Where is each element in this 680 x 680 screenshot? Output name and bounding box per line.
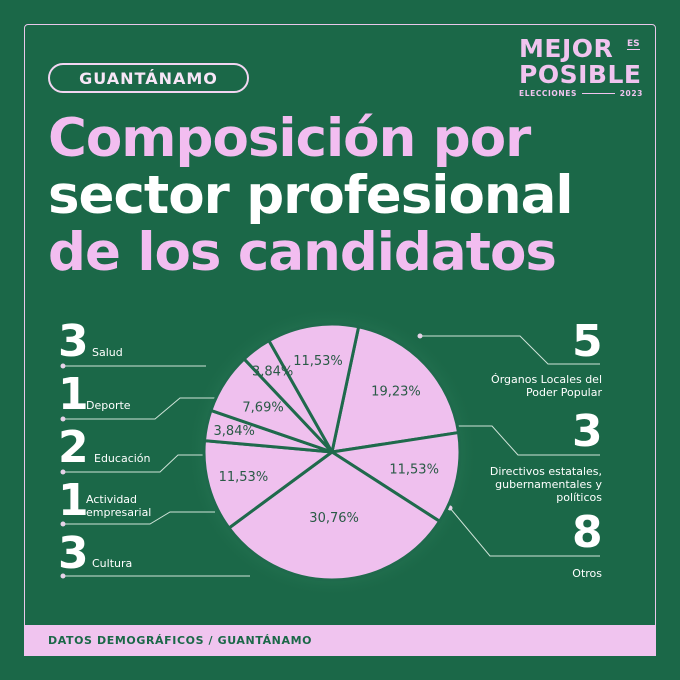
count-salud: 3 bbox=[58, 316, 89, 367]
count-cultura: 3 bbox=[58, 528, 89, 579]
page-title: Composición por sector profesional de lo… bbox=[48, 110, 648, 281]
count-directivos: 3 bbox=[572, 406, 603, 457]
category-cultura: Cultura bbox=[92, 557, 133, 570]
pie-label-otros: 30,76% bbox=[309, 511, 359, 526]
pie-label-educacion: 7,69% bbox=[242, 401, 283, 416]
pie-label-directivos-estatales-gubernamentales-y-politicos: 11,53% bbox=[389, 463, 439, 478]
category-organos: Órganos Locales del Poder Popular bbox=[491, 373, 602, 399]
pie-slice-cultura bbox=[202, 439, 334, 530]
brand-logo: MEJOR ES POSIBLE ELECCIONES 2023 bbox=[519, 34, 649, 99]
pie-slice-otros bbox=[227, 450, 442, 582]
footer-label: DATOS DEMOGRÁFICOS / GUANTÁNAMO bbox=[48, 634, 313, 647]
count-educacion: 2 bbox=[58, 422, 89, 473]
leader-line-directivos bbox=[450, 425, 600, 456]
region-label: GUANTÁNAMO bbox=[79, 68, 218, 88]
title-line-1: Composición por bbox=[48, 108, 531, 169]
pie-slices bbox=[202, 322, 462, 582]
brand-word-posible: POSIBLE bbox=[519, 60, 642, 89]
brand-elecciones-label: ELECCIONES bbox=[519, 89, 578, 98]
pie-slice-salud bbox=[267, 322, 361, 454]
leader-line-otros bbox=[449, 507, 600, 557]
leader-dot-salud bbox=[60, 363, 66, 369]
brand-rule bbox=[582, 93, 615, 94]
pie-label-cultura: 11,53% bbox=[219, 470, 269, 485]
leader-lines bbox=[60, 333, 600, 579]
category-directivos: Directivos estatales, gubernamentales y … bbox=[489, 465, 602, 504]
footer-bar: DATOS DEMOGRÁFICOS / GUANTÁNAMO bbox=[24, 625, 656, 656]
pie-label-actividad-empresarial: 3,84% bbox=[214, 424, 255, 439]
pie-percent-labels: 19,23%11,53%30,76%11,53%3,84%7,69%3,84%1… bbox=[214, 354, 439, 526]
brand-word-es: ES bbox=[627, 39, 640, 50]
count-organos: 5 bbox=[572, 316, 603, 367]
region-badge: GUANTÁNAMO bbox=[48, 63, 249, 93]
category-actividad: Actividad empresarial bbox=[86, 493, 152, 519]
brand-year: 2023 bbox=[619, 89, 643, 98]
pie-label-salud: 11,53% bbox=[293, 354, 343, 369]
count-deporte: 1 bbox=[58, 369, 89, 420]
brand-elecciones: ELECCIONES 2023 bbox=[519, 89, 643, 98]
title-line-3: de los candidatos bbox=[48, 222, 557, 283]
leader-line-educacion bbox=[63, 454, 215, 473]
pie-slice-organos-locales-del-poder-popular bbox=[330, 325, 461, 454]
leader-dot-actividad bbox=[60, 521, 66, 527]
leader-dot-deporte bbox=[60, 416, 66, 422]
category-educacion: Educación bbox=[94, 452, 151, 465]
category-otros: Otros bbox=[572, 567, 602, 580]
pie-label-organos-locales-del-poder-popular: 19,23% bbox=[371, 385, 421, 400]
pie-slice-directivos-estatales-gubernamentales-y-politicos bbox=[330, 431, 462, 523]
count-otros: 8 bbox=[572, 507, 603, 558]
leader-line-organos bbox=[420, 335, 600, 365]
brand-word-mejor: MEJOR bbox=[519, 34, 614, 63]
leader-dot-educacion bbox=[60, 469, 66, 475]
category-salud: Salud bbox=[92, 346, 123, 359]
title-line-2: sector profesional bbox=[48, 165, 574, 226]
pie-label-deporte: 3,84% bbox=[252, 365, 293, 380]
leader-line-deporte bbox=[63, 397, 215, 420]
leader-line-actividad bbox=[63, 511, 215, 525]
leader-dot-cultura bbox=[60, 573, 66, 579]
leader-dot-organos bbox=[417, 333, 423, 339]
category-deporte: Deporte bbox=[86, 399, 131, 412]
count-actividad: 1 bbox=[58, 475, 89, 526]
